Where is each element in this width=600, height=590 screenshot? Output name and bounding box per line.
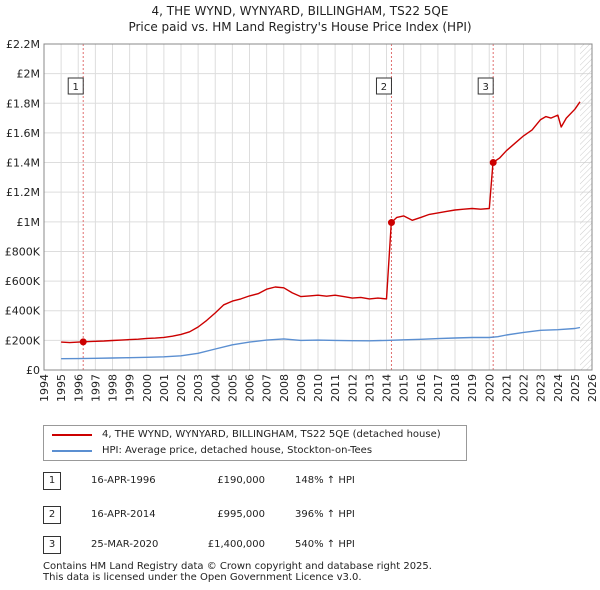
- y-tick-label: £1.6M: [6, 127, 40, 140]
- x-tick-label: 1996: [72, 374, 85, 402]
- x-tick-label: 2022: [518, 374, 531, 402]
- x-tick-label: 2013: [363, 374, 376, 402]
- y-tick-label: £800K: [5, 245, 41, 258]
- sale-hpi-change: 540% ↑ HPI: [295, 539, 355, 550]
- x-tick-label: 2024: [552, 374, 565, 402]
- x-tick-label: 2014: [381, 374, 394, 402]
- x-tick-label: 2023: [535, 374, 548, 402]
- y-tick-label: £200K: [5, 334, 41, 347]
- sale-label-number: 1: [73, 82, 79, 93]
- sale-date: 16-APR-1996: [91, 475, 156, 486]
- y-tick-label: £2.2M: [6, 38, 40, 51]
- sale-point: [489, 159, 497, 167]
- legend-label-property: 4, THE WYND, WYNYARD, BILLINGHAM, TS22 5…: [102, 429, 441, 440]
- sale-point: [79, 338, 87, 346]
- chart-title-line2: Price paid vs. HM Land Registry's House …: [128, 20, 472, 34]
- sale-label-box: [67, 77, 84, 95]
- plot-frame: [43, 43, 593, 371]
- sale-price: £995,000: [217, 509, 265, 520]
- sale-label-box: [375, 77, 392, 95]
- sale-number: 1: [43, 472, 61, 490]
- x-tick-label: 1994: [38, 374, 51, 402]
- sale-hpi-change: 148% ↑ HPI: [295, 475, 355, 486]
- sale-price: £190,000: [217, 475, 265, 486]
- x-tick-label: 2021: [500, 374, 513, 402]
- x-tick-label: 2015: [398, 374, 411, 402]
- property-series-line: [61, 101, 581, 344]
- y-tick-label: £0: [26, 364, 40, 377]
- x-tick-label: 2016: [415, 374, 428, 402]
- x-tick-label: 2006: [244, 374, 257, 402]
- legend-swatch-hpi: [52, 450, 92, 452]
- price-chart: £0 £200K £400K £600K £800K £1M £1.2M £1.4M £1.6M…: [5, 38, 599, 402]
- footer-line1: Contains HM Land Registry data © Crown c…: [43, 561, 432, 572]
- legend-label-hpi: HPI: Average price, detached house, Stoc…: [102, 445, 373, 456]
- x-tick-label: 2000: [141, 374, 154, 402]
- x-tick-label: 1997: [89, 374, 102, 402]
- x-tick-label: 2026: [586, 374, 599, 402]
- future-hatch: [580, 44, 592, 370]
- y-tick-label: £1.2M: [6, 186, 40, 199]
- x-tick-label: 2019: [466, 374, 479, 402]
- x-tick-label: 1998: [107, 374, 120, 402]
- x-tick-label: 1995: [55, 374, 68, 402]
- x-tick-label: 2020: [483, 374, 496, 402]
- legend-swatch-property: [52, 434, 92, 436]
- x-tick-label: 2001: [158, 374, 171, 402]
- sale-date: 25-MAR-2020: [91, 539, 159, 550]
- x-tick-label: 2008: [278, 374, 291, 402]
- hpi-series-line: [61, 326, 581, 360]
- chart-title-line1: 4, THE WYND, WYNYARD, BILLINGHAM, TS22 5…: [151, 4, 449, 18]
- sale-number: 2: [43, 506, 61, 524]
- y-tick-label: £1M: [17, 216, 41, 229]
- x-tick-label: 2003: [192, 374, 205, 402]
- sale-price: £1,400,000: [207, 539, 265, 550]
- sale-number: 3: [43, 536, 61, 554]
- x-tick-label: 2011: [329, 374, 342, 402]
- sale-row: 3 25-MAR-2020 £1,400,000 540% ↑ HPI: [43, 536, 463, 556]
- x-tick-label: 2007: [261, 374, 274, 402]
- y-tick-label: £1.8M: [6, 97, 40, 110]
- x-tick-label: 1999: [124, 374, 137, 402]
- y-tick-label: £600K: [5, 275, 41, 288]
- x-tick-label: 2010: [312, 374, 325, 402]
- sale-label-number: 3: [483, 82, 489, 93]
- x-tick-label: 2025: [569, 374, 582, 402]
- footer-attribution: Contains HM Land Registry data © Crown c…: [43, 561, 432, 583]
- y-tick-label: £2M: [17, 68, 41, 81]
- sale-row: 1 16-APR-1996 £190,000 148% ↑ HPI: [43, 472, 463, 492]
- sale-label-number: 2: [381, 82, 387, 93]
- y-tick-label: £400K: [5, 305, 41, 318]
- x-tick-label: 2012: [346, 374, 359, 402]
- y-tick-label: £1.4M: [6, 157, 40, 170]
- x-tick-label: 2004: [209, 374, 222, 402]
- sale-row: 2 16-APR-2014 £995,000 396% ↑ HPI: [43, 506, 463, 526]
- chart-title: 4, THE WYND, WYNYARD, BILLINGHAM, TS22 5…: [0, 3, 600, 35]
- sale-hpi-change: 396% ↑ HPI: [295, 509, 355, 520]
- footer-line2: This data is licensed under the Open Gov…: [43, 572, 362, 583]
- sale-label-box: [477, 77, 494, 95]
- chart-legend: 4, THE WYND, WYNYARD, BILLINGHAM, TS22 5…: [43, 425, 467, 461]
- sale-point: [387, 219, 395, 227]
- x-tick-label: 2002: [175, 374, 188, 402]
- x-tick-label: 2017: [432, 374, 445, 402]
- sale-date: 16-APR-2014: [91, 509, 156, 520]
- x-tick-label: 2009: [295, 374, 308, 402]
- x-tick-label: 2005: [226, 374, 239, 402]
- x-tick-label: 2018: [449, 374, 462, 402]
